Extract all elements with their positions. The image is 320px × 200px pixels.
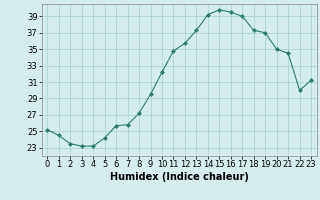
X-axis label: Humidex (Indice chaleur): Humidex (Indice chaleur) <box>110 172 249 182</box>
